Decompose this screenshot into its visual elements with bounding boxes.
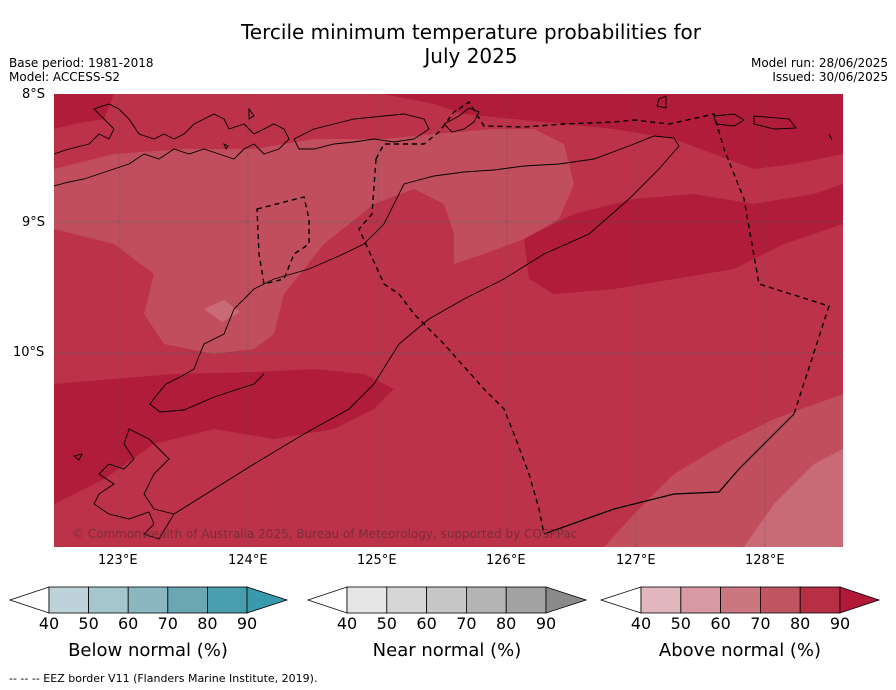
lon-label-128e: 128°E: [745, 553, 785, 568]
colorbar-below-normal: [8, 586, 289, 614]
colorbar-segment: [386, 586, 427, 614]
colorbar-tick-label: 40: [630, 614, 652, 633]
lon-label-123e: 123°E: [98, 553, 138, 568]
colorbar-extend-low: [599, 586, 642, 614]
alor-coast: [293, 113, 430, 150]
colorbar-extend-high: [545, 586, 588, 614]
eez-footnote: -- -- -- EEZ border V11 (Flanders Marine…: [9, 672, 318, 685]
eez-enclave: [256, 196, 310, 285]
colorbar-tick-label: 70: [750, 614, 771, 633]
lat-label-10s: 10°S: [13, 345, 45, 360]
colorbar-extend-low: [8, 586, 50, 614]
coastlines: [54, 95, 833, 540]
colorbar-tick-label: 80: [197, 614, 218, 633]
lon-label-127e: 127°E: [616, 553, 656, 568]
colorbar-above-normal: [599, 586, 881, 614]
solid-boundary: [543, 413, 795, 535]
region-above-90-west: [54, 369, 394, 504]
colorbar-title-near: Near normal (%): [372, 640, 522, 661]
colorbar-tick-label: 80: [790, 614, 811, 633]
region-above-60-southeast: [744, 449, 843, 547]
region-above-90-north: [384, 94, 843, 169]
issued-date: Issued: 30/06/2025: [772, 70, 888, 84]
colorbar-tick-label: 40: [336, 614, 358, 633]
colorbar-near-normal: [306, 586, 588, 614]
colorbar-segment: [680, 586, 721, 614]
title-line-1: Tercile minimum temperature probabilitie…: [240, 20, 702, 44]
colorbar-tick-label: 50: [670, 614, 691, 633]
colorbar-segment: [346, 586, 388, 614]
colorbar-title-above: Above normal (%): [658, 640, 822, 661]
rote-island: [73, 453, 83, 461]
map-title: Tercile minimum temperature probabilitie…: [0, 20, 896, 68]
lat-label-9s: 9°S: [22, 215, 46, 230]
colorbar-segment: [426, 586, 467, 614]
eez-west: [375, 108, 460, 160]
colorbar-segment: [720, 586, 761, 614]
graticule: [54, 94, 843, 547]
colorbar-tick-label: 60: [416, 614, 437, 633]
title-line-2: July 2025: [424, 44, 518, 68]
wetar-coast: [443, 107, 480, 133]
eez-inner: [358, 158, 545, 535]
colorbar-segment: [167, 586, 208, 614]
lon-label-125e: 125°E: [357, 553, 397, 568]
colorbar-tick-label: 90: [829, 614, 851, 633]
colorbar-segment: [505, 586, 547, 614]
colorbar-tick-label: 50: [78, 614, 99, 633]
lon-label-126e: 126°E: [486, 553, 526, 568]
eastern-islands-2: [753, 115, 797, 130]
colorbar-segment: [48, 586, 89, 614]
eez-north: [458, 101, 830, 415]
colorbar-segment: [88, 586, 129, 614]
colorbar-segment: [760, 586, 801, 614]
colorbar-tick-label: 40: [38, 614, 60, 633]
timor-south-coast: [93, 428, 175, 540]
base-period: Base period: 1981-2018: [9, 56, 154, 70]
region-above-90-east: [524, 184, 843, 294]
colorbar-tick-label: 70: [456, 614, 477, 633]
colorbar-extend-high: [839, 586, 881, 614]
timor-coast: [149, 135, 680, 515]
colorbar-segment: [465, 586, 507, 614]
colorbar-tick-label: 90: [535, 614, 557, 633]
eez-border: [256, 101, 830, 535]
colorbar-segment: [640, 586, 682, 614]
colorbar-tick-label: 90: [236, 614, 258, 633]
model-name: Model: ACCESS-S2: [9, 70, 121, 84]
colorbar-extend-high: [246, 586, 289, 614]
colorbar-tick-label: 50: [376, 614, 397, 633]
eastern-islands-1: [713, 113, 745, 127]
small-islet-a: [223, 143, 229, 150]
region-above-70-centre: [54, 129, 574, 354]
colorbar-tick-label: 70: [157, 614, 178, 633]
colorbar-extend-low: [306, 586, 348, 614]
colorbar-segment: [799, 586, 841, 614]
colorbar-tick-label: 80: [496, 614, 517, 633]
atauro-island: [656, 95, 667, 109]
flores-coast: [54, 103, 290, 187]
colorbar-title-below: Below normal (%): [68, 640, 228, 661]
eastern-islands-3: [828, 133, 833, 141]
lon-label-124e: 124°E: [228, 553, 268, 568]
colorbar-tick-label: 60: [118, 614, 139, 633]
copyright-text: © Commonwealth of Australia 2025, Bureau…: [72, 527, 577, 541]
colorbar-segment: [206, 586, 248, 614]
lat-label-8s: 8°S: [22, 87, 46, 102]
probability-map: © Commonwealth of Australia 2025, Bureau…: [54, 94, 843, 547]
colorbar-tick-label: 60: [710, 614, 731, 633]
colorbars: [8, 586, 881, 614]
small-islet-b: [248, 107, 255, 120]
colorbar-segment: [127, 586, 169, 614]
region-above-90-northwest: [54, 94, 114, 129]
model-run: Model run: 28/06/2025: [750, 56, 888, 70]
